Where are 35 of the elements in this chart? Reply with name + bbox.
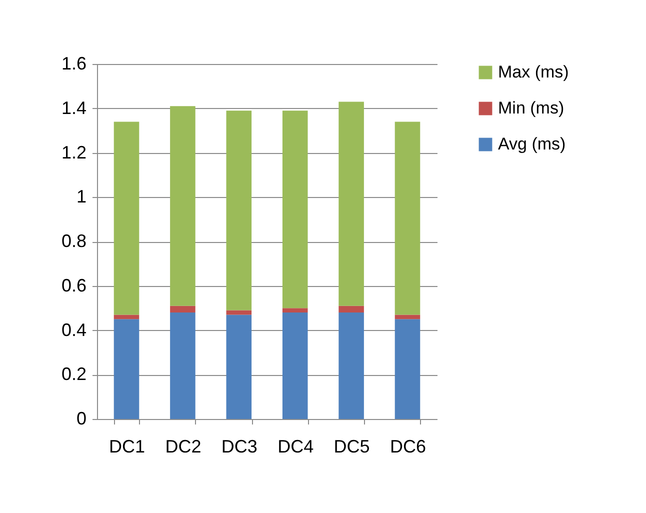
bar — [394, 319, 420, 419]
legend-label: Max (ms) — [498, 62, 569, 82]
bar — [170, 306, 196, 312]
bar — [338, 312, 364, 419]
x-tick-label: DC3 — [221, 436, 258, 456]
y-tick-label: 0 — [76, 408, 86, 428]
bar — [282, 312, 308, 419]
y-tick-label: 0.2 — [61, 364, 86, 384]
y-tick-label: 0.6 — [61, 275, 86, 296]
y-tick-label: 1.6 — [61, 54, 86, 74]
bar — [338, 102, 364, 306]
x-tick-label: DC1 — [108, 436, 146, 456]
legend-label: Min (ms) — [498, 98, 564, 118]
y-tick-label: 0.8 — [61, 231, 86, 251]
bar — [114, 319, 140, 419]
legend-label: Avg (ms) — [498, 134, 566, 154]
y-tick-label: 1.2 — [61, 142, 86, 162]
bar — [394, 314, 420, 320]
bar — [170, 312, 196, 419]
x-tick-label: DC6 — [390, 436, 426, 456]
bar — [114, 122, 140, 315]
y-tick-label: 1 — [76, 186, 86, 207]
bar — [282, 308, 308, 312]
x-tick-label: DC4 — [278, 436, 314, 456]
x-tick-label: DC2 — [165, 436, 202, 456]
bar — [170, 106, 196, 306]
bar — [226, 110, 252, 310]
bar — [394, 122, 420, 315]
bar — [338, 306, 364, 312]
bar — [226, 314, 252, 419]
x-tick-label: DC5 — [334, 436, 370, 456]
y-tick-label: 0.4 — [61, 320, 86, 340]
y-tick-label: 1.4 — [61, 98, 86, 118]
bar — [282, 110, 308, 308]
bar — [114, 314, 140, 320]
